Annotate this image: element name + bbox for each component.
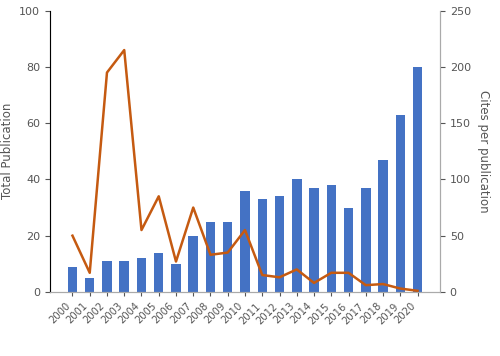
Bar	[85, 278, 94, 292]
Y-axis label: Total Publication: Total Publication	[0, 103, 14, 199]
Bar	[102, 261, 112, 292]
Bar	[310, 188, 319, 292]
Bar	[396, 115, 405, 292]
Bar	[206, 221, 215, 292]
Bar	[171, 264, 180, 292]
Bar	[136, 258, 146, 292]
Bar	[223, 221, 232, 292]
Bar	[361, 188, 370, 292]
Y-axis label: Cites per publication: Cites per publication	[478, 90, 490, 213]
Bar	[188, 236, 198, 292]
Bar	[413, 67, 422, 292]
Bar	[275, 196, 284, 292]
Bar	[240, 191, 250, 292]
Bar	[120, 261, 129, 292]
Bar	[154, 252, 164, 292]
Bar	[258, 199, 267, 292]
Bar	[326, 185, 336, 292]
Bar	[344, 208, 354, 292]
Bar	[378, 160, 388, 292]
Bar	[68, 267, 77, 292]
Bar	[292, 179, 302, 292]
